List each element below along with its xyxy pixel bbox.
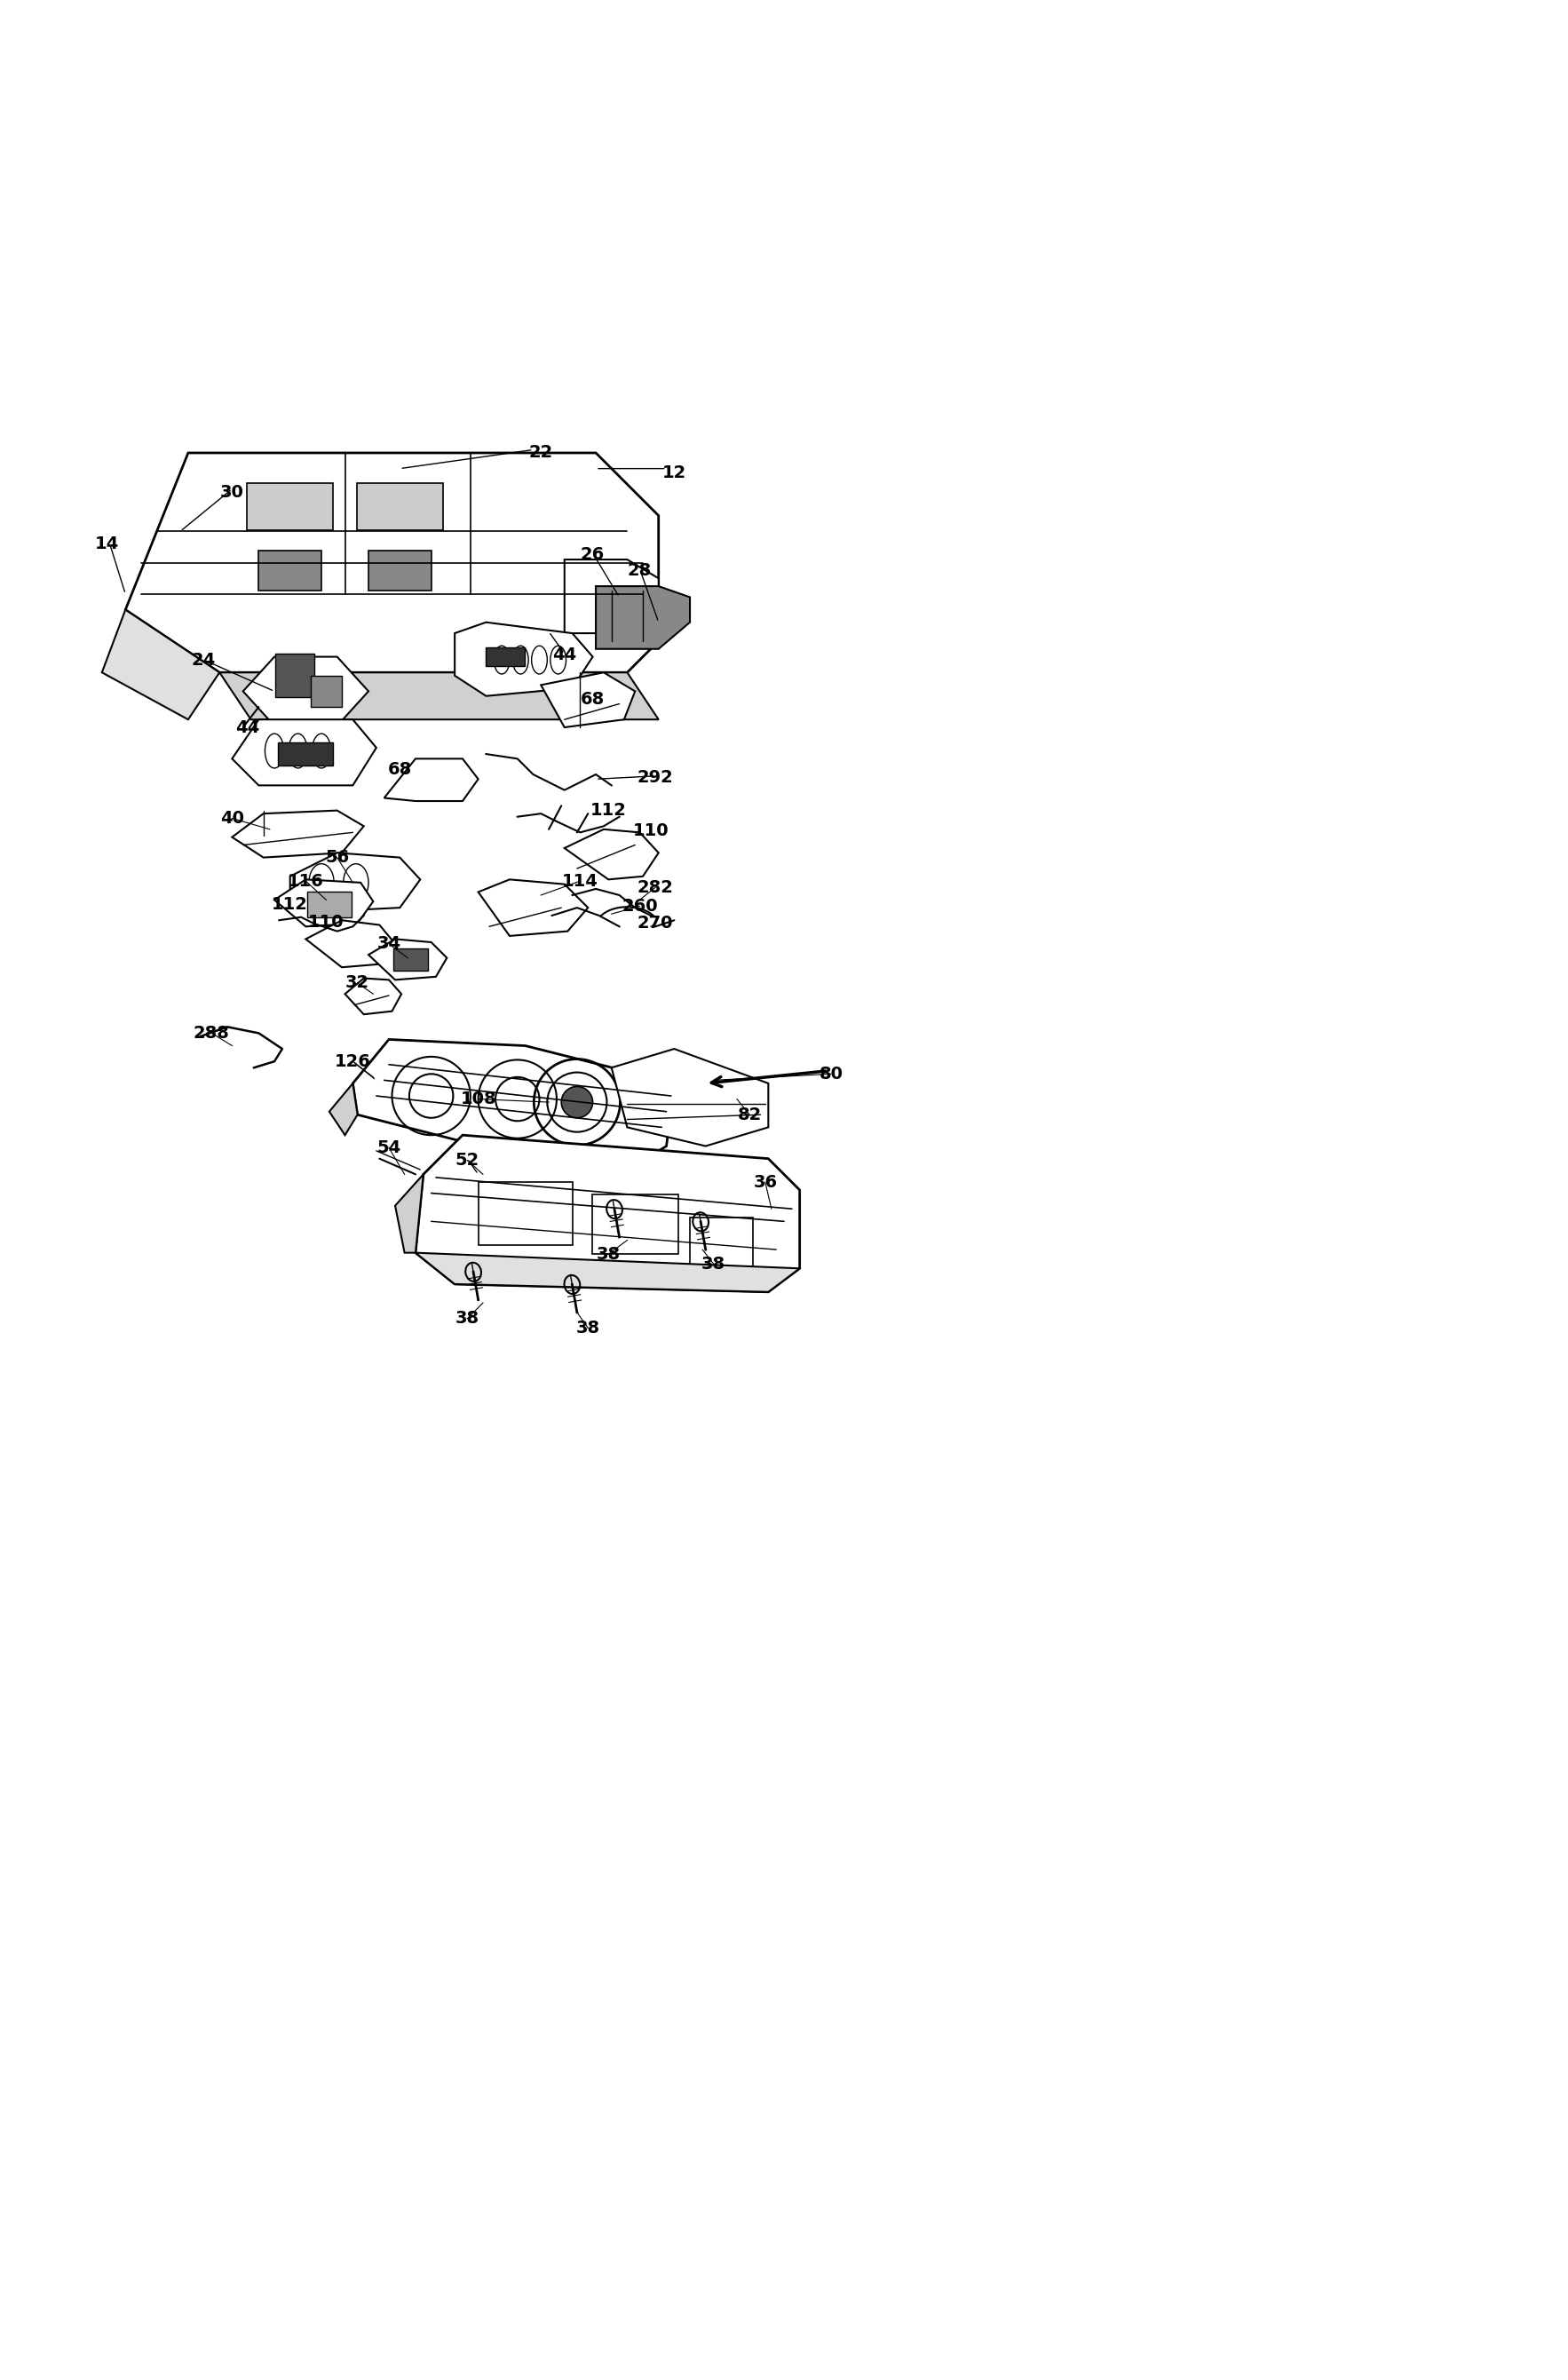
Text: 110: 110 bbox=[632, 823, 670, 840]
Text: 114: 114 bbox=[561, 873, 599, 890]
Polygon shape bbox=[395, 1173, 423, 1252]
Text: 12: 12 bbox=[662, 464, 687, 481]
Polygon shape bbox=[416, 1135, 800, 1292]
Text: 22: 22 bbox=[528, 445, 554, 462]
Polygon shape bbox=[564, 559, 659, 633]
Text: 116: 116 bbox=[287, 873, 325, 890]
Text: 28: 28 bbox=[627, 562, 652, 578]
Text: 34: 34 bbox=[376, 935, 401, 952]
Text: 30: 30 bbox=[220, 483, 245, 500]
Text: 108: 108 bbox=[459, 1090, 497, 1107]
Text: 260: 260 bbox=[621, 897, 659, 914]
Text: 54: 54 bbox=[376, 1140, 401, 1157]
Polygon shape bbox=[478, 881, 588, 935]
Polygon shape bbox=[612, 1050, 768, 1147]
Text: 44: 44 bbox=[235, 719, 260, 735]
Polygon shape bbox=[125, 452, 659, 674]
Text: 14: 14 bbox=[94, 536, 119, 552]
Bar bbox=[278, 743, 332, 766]
Text: 270: 270 bbox=[638, 914, 673, 933]
Text: 36: 36 bbox=[753, 1173, 778, 1190]
Text: 56: 56 bbox=[325, 850, 350, 866]
Polygon shape bbox=[274, 881, 373, 926]
Polygon shape bbox=[290, 852, 420, 912]
Polygon shape bbox=[306, 921, 395, 966]
Text: 292: 292 bbox=[637, 769, 674, 785]
Polygon shape bbox=[329, 1083, 358, 1135]
Text: 82: 82 bbox=[737, 1107, 762, 1123]
Polygon shape bbox=[368, 940, 447, 981]
Text: 38: 38 bbox=[575, 1319, 601, 1338]
Polygon shape bbox=[455, 621, 593, 695]
Text: 44: 44 bbox=[552, 647, 577, 664]
Text: 80: 80 bbox=[818, 1066, 844, 1083]
Text: 68: 68 bbox=[580, 690, 605, 707]
Polygon shape bbox=[416, 1252, 800, 1292]
Text: 32: 32 bbox=[345, 973, 370, 992]
Text: 40: 40 bbox=[220, 809, 245, 826]
Bar bbox=[368, 550, 431, 590]
Bar bbox=[478, 1183, 572, 1245]
Text: 24: 24 bbox=[191, 652, 216, 669]
Text: 38: 38 bbox=[701, 1254, 726, 1273]
Bar bbox=[248, 483, 332, 531]
Bar bbox=[485, 647, 524, 666]
Polygon shape bbox=[345, 978, 401, 1014]
Polygon shape bbox=[232, 719, 376, 785]
Polygon shape bbox=[243, 657, 368, 726]
Text: 288: 288 bbox=[193, 1026, 230, 1042]
Polygon shape bbox=[353, 1040, 674, 1159]
Text: 110: 110 bbox=[307, 914, 345, 931]
Polygon shape bbox=[596, 585, 690, 650]
Bar bbox=[310, 676, 342, 707]
Ellipse shape bbox=[561, 1088, 593, 1119]
Text: 68: 68 bbox=[387, 762, 412, 778]
Text: 112: 112 bbox=[271, 897, 309, 914]
Text: 38: 38 bbox=[596, 1245, 621, 1264]
Polygon shape bbox=[102, 609, 220, 719]
Text: 52: 52 bbox=[455, 1152, 480, 1169]
Bar bbox=[690, 1219, 753, 1273]
Bar bbox=[259, 550, 321, 590]
Polygon shape bbox=[384, 759, 478, 802]
Polygon shape bbox=[564, 828, 659, 881]
Bar bbox=[593, 1195, 677, 1254]
Bar bbox=[307, 892, 351, 916]
Text: 126: 126 bbox=[334, 1052, 372, 1071]
Text: 282: 282 bbox=[637, 878, 674, 895]
Polygon shape bbox=[232, 812, 364, 857]
Text: 26: 26 bbox=[580, 547, 605, 564]
Text: 38: 38 bbox=[455, 1309, 480, 1328]
Bar bbox=[276, 655, 314, 697]
Polygon shape bbox=[220, 674, 659, 719]
Polygon shape bbox=[541, 674, 635, 728]
Text: 112: 112 bbox=[590, 802, 627, 819]
Bar bbox=[394, 950, 428, 971]
Bar bbox=[358, 483, 444, 531]
